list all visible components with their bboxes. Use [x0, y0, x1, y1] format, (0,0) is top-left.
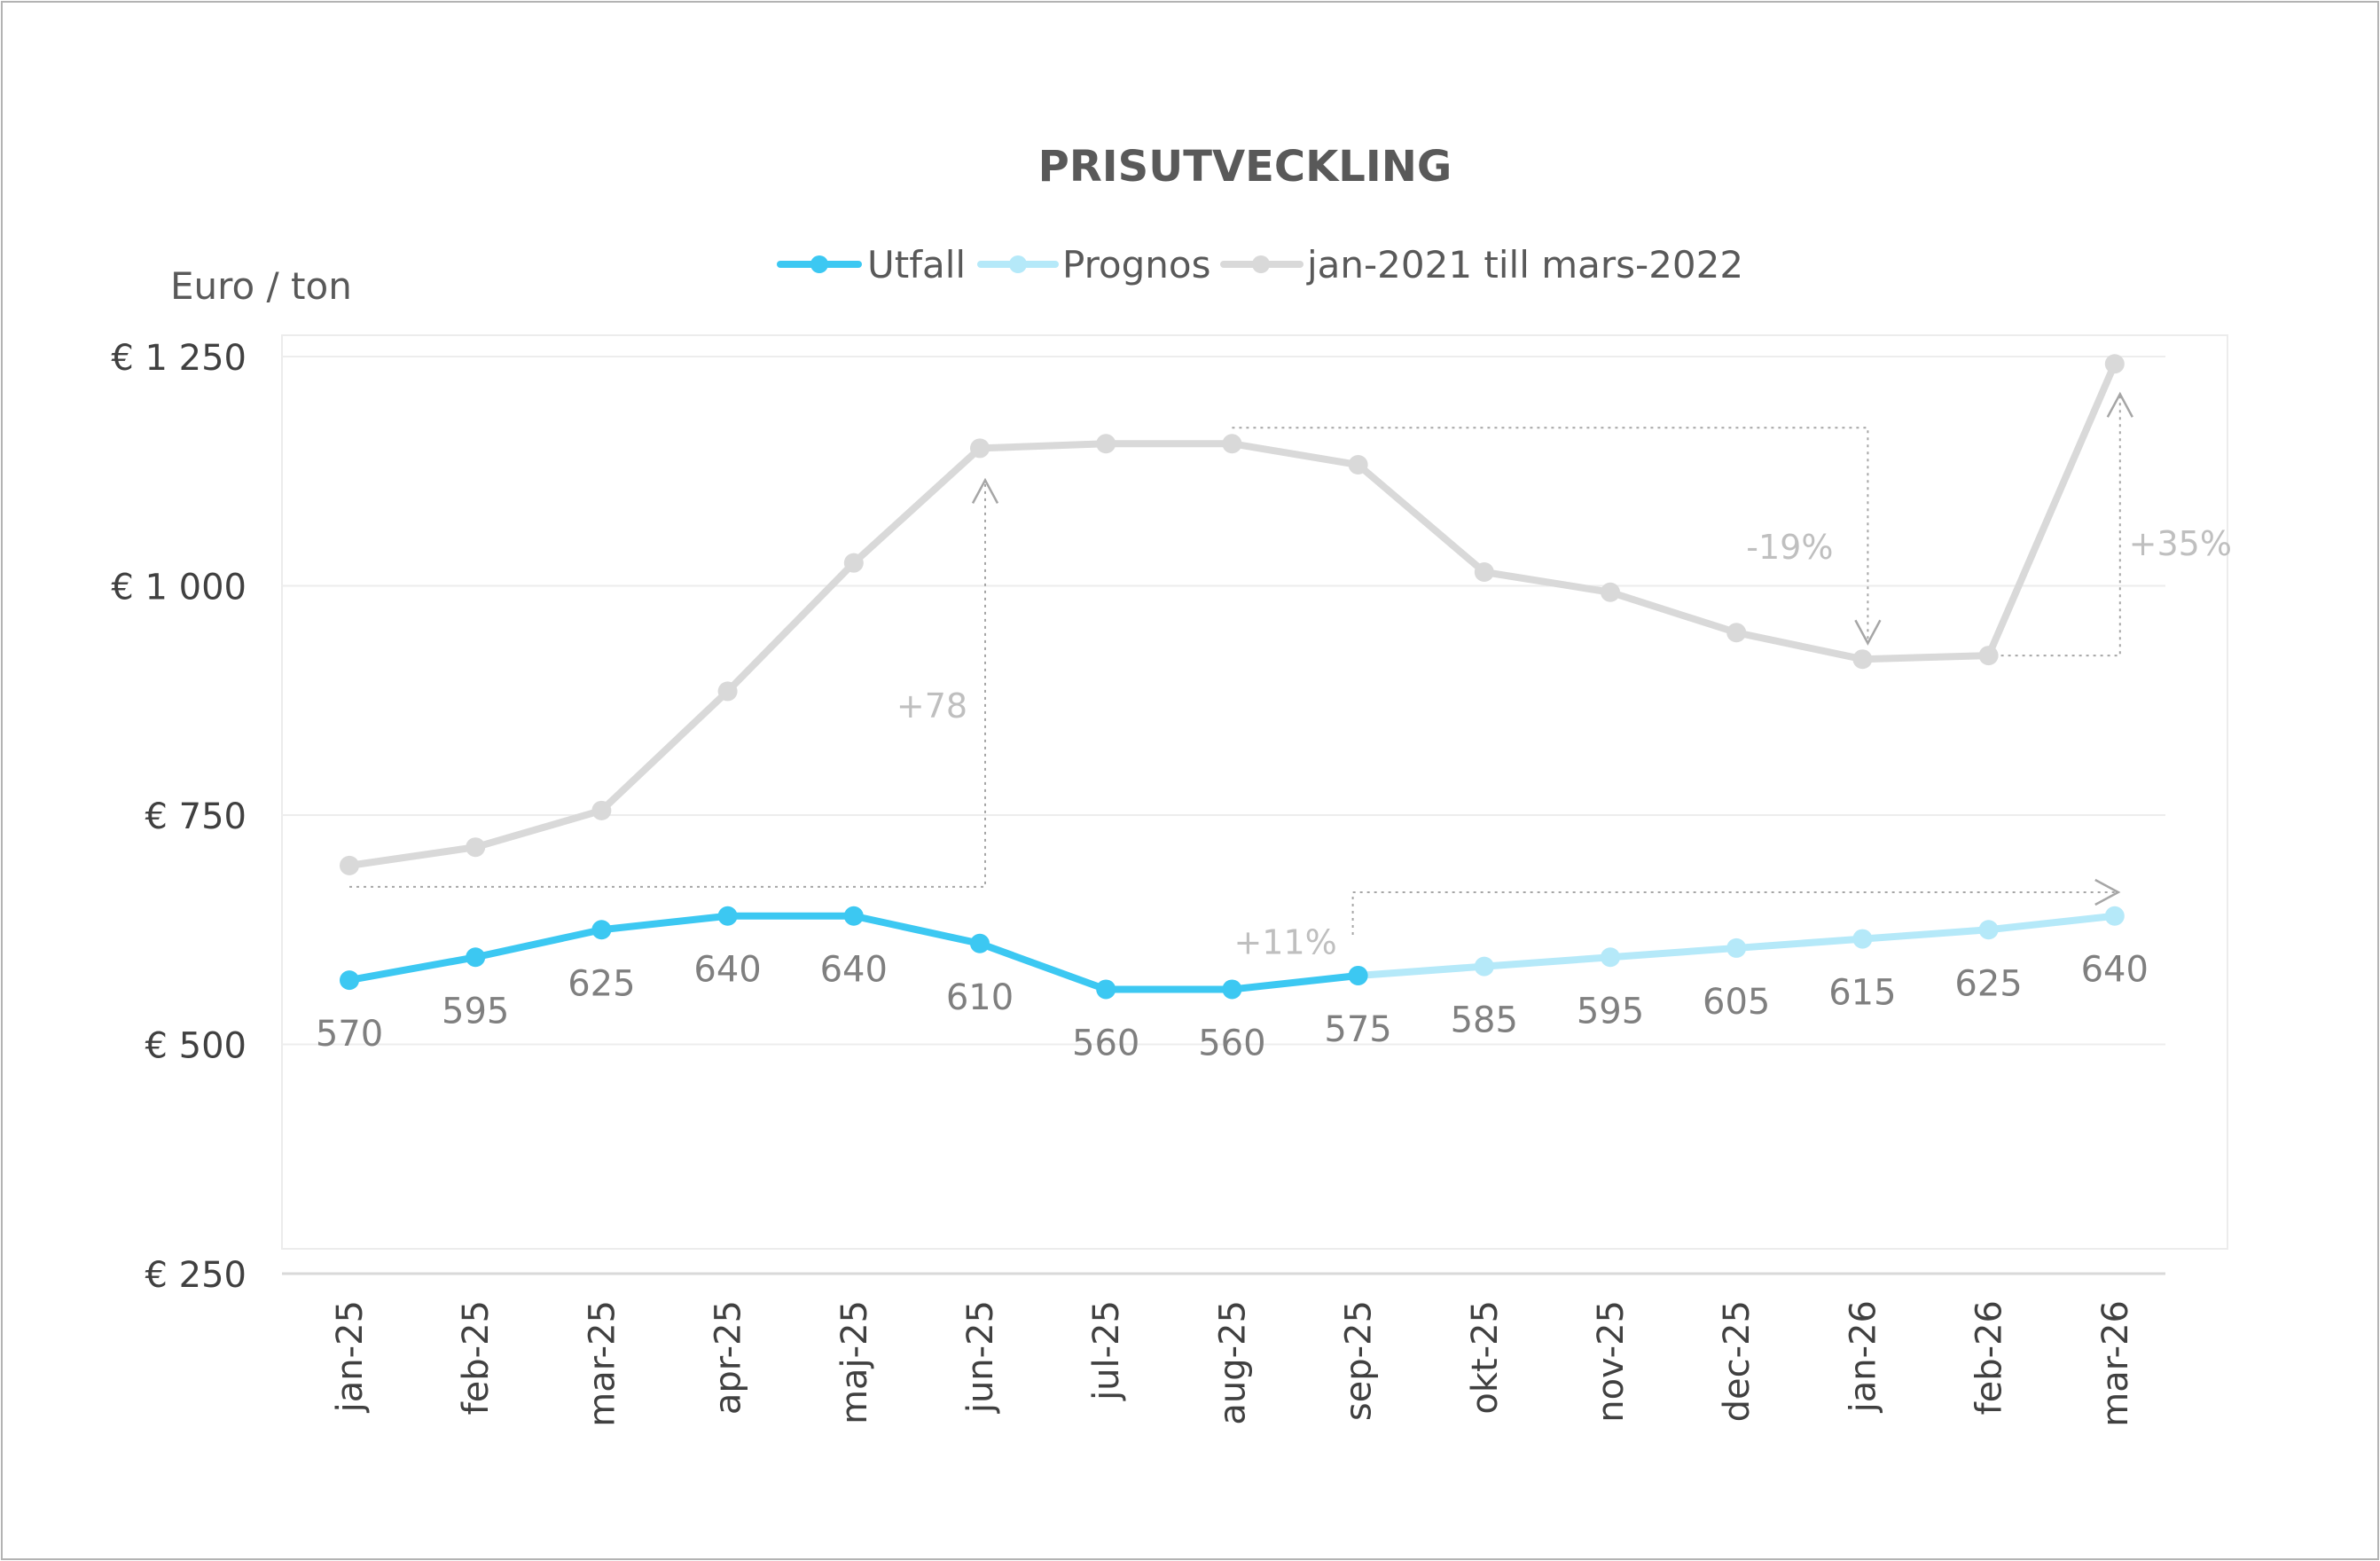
data-point-2[interactable] [1726, 623, 1747, 643]
data-label-0: 625 [568, 963, 635, 1004]
data-point-2[interactable] [843, 553, 864, 573]
data-point-1[interactable] [1474, 956, 1494, 977]
data-point-1[interactable] [1601, 947, 1620, 968]
legend-history-marker [1252, 255, 1270, 273]
data-point-2[interactable] [340, 855, 359, 875]
y-tick-label: € 750 [145, 796, 247, 837]
data-point-0[interactable] [1348, 965, 1368, 985]
x-tick-label: jan-25 [330, 1300, 371, 1413]
x-tick-label: apr-25 [709, 1300, 749, 1415]
data-label-0: 560 [1072, 1023, 1139, 1063]
data-point-2[interactable] [1601, 582, 1620, 602]
data-point-0[interactable] [717, 906, 738, 926]
data-label-0: 640 [693, 950, 761, 991]
x-tick-label: okt-25 [1465, 1300, 1506, 1415]
data-label-0: 560 [1198, 1023, 1265, 1063]
data-point-1[interactable] [1852, 929, 1873, 949]
data-point-2[interactable] [1852, 649, 1873, 670]
x-tick-label: nov-25 [1591, 1300, 1632, 1423]
data-point-1[interactable] [1726, 937, 1747, 958]
data-point-2[interactable] [1474, 561, 1494, 582]
data-label-0: 570 [316, 1014, 383, 1055]
annotation-label-pos35: +35% [2129, 524, 2232, 563]
y-tick-label: € 500 [145, 1026, 247, 1067]
legend-item-history[interactable]: jan-2021 till mars-2022 [1220, 243, 1743, 286]
data-point-2[interactable] [1978, 646, 1999, 666]
x-tick-label: aug-25 [1212, 1300, 1253, 1425]
data-point-2[interactable] [970, 438, 990, 459]
data-point-0[interactable] [843, 906, 864, 926]
data-label-0: 595 [442, 991, 509, 1032]
y-tick-label: € 1 250 [111, 338, 247, 379]
data-point-0[interactable] [340, 970, 359, 991]
legend-item-prognos[interactable]: Prognos [977, 243, 1211, 286]
x-tick-label: maj-25 [834, 1300, 875, 1424]
data-label-1: 640 [2081, 950, 2149, 991]
annotation-arrow-pos35 [2000, 394, 2121, 657]
data-point-0[interactable] [466, 947, 486, 968]
data-label-0: 610 [946, 977, 1014, 1018]
y-axis-label: Euro / ton [170, 264, 352, 308]
x-tick-label: jan-26 [1843, 1300, 1883, 1413]
annotation-label-pos11: +11% [1233, 923, 1336, 962]
y-tick-label: € 1 000 [111, 568, 247, 608]
data-label-1: 625 [1954, 963, 2022, 1004]
x-tick-label: mar-25 [582, 1300, 622, 1427]
annotation-arrowhead-pos35 [2106, 391, 2133, 418]
data-label-0: 575 [1324, 1009, 1391, 1050]
legend-utfall-marker [810, 255, 828, 273]
data-label-1: 605 [1703, 982, 1770, 1023]
data-point-2[interactable] [466, 837, 486, 858]
legend: Utfall Prognos jan-2021 till mars-2022 [777, 243, 1743, 286]
data-point-2[interactable] [1222, 434, 1242, 454]
data-label-0: 640 [820, 950, 888, 991]
data-point-2[interactable] [717, 681, 738, 702]
x-tick-label: sep-25 [1339, 1300, 1380, 1421]
legend-history-label: jan-2021 till mars-2022 [1306, 243, 1743, 286]
data-label-1: 615 [1828, 973, 1896, 1014]
x-tick-label: feb-25 [456, 1300, 497, 1415]
annotation-arrowhead-pos11 [2094, 878, 2121, 906]
chart-title: PRISUTVECKLING [1038, 142, 1452, 192]
data-label-1: 585 [1451, 1000, 1518, 1041]
data-label-1: 595 [1577, 991, 1644, 1032]
annotation-label-neg19: -19% [1746, 528, 1833, 567]
x-tick-label: jul-25 [1086, 1300, 1127, 1401]
legend-utfall-label: Utfall [867, 243, 966, 286]
data-point-2[interactable] [591, 800, 612, 820]
data-point-1[interactable] [1978, 920, 1999, 940]
legend-prognos-marker [1009, 255, 1027, 273]
data-point-0[interactable] [1222, 979, 1242, 1000]
data-point-0[interactable] [970, 933, 990, 953]
legend-prognos-label: Prognos [1062, 243, 1211, 286]
x-tick-label: dec-25 [1717, 1300, 1758, 1422]
x-tick-label: feb-26 [1969, 1300, 2010, 1415]
annotation-arrow-78 [349, 480, 986, 888]
legend-item-utfall[interactable]: Utfall [777, 243, 966, 286]
x-tick-label: jun-25 [960, 1300, 1001, 1414]
annotation-arrowhead-neg19 [1854, 619, 1882, 646]
data-point-0[interactable] [591, 920, 612, 940]
y-tick-label: € 250 [145, 1255, 247, 1296]
x-tick-label: mar-26 [2095, 1300, 2136, 1427]
plot-area-border [281, 334, 2228, 1250]
data-point-2[interactable] [1096, 434, 1116, 454]
data-point-2[interactable] [1348, 455, 1368, 475]
data-point-0[interactable] [1096, 979, 1116, 1000]
data-point-2[interactable] [2104, 354, 2125, 374]
annotation-arrowhead-78 [971, 477, 999, 504]
data-point-1[interactable] [2104, 906, 2125, 926]
annotation-label-78: +78 [896, 686, 967, 726]
